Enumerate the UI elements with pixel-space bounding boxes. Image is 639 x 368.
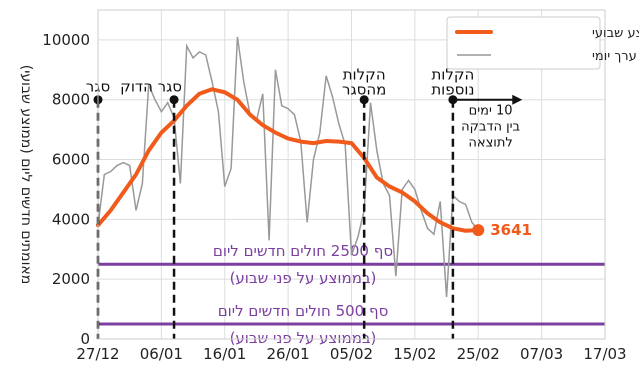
event-sublabel: נוספות (431, 81, 474, 99)
axes: 0 2000 4000 6000 8000 10000 27/12 06/01 16/01 26/… (18, 9, 627, 363)
event-marker (169, 95, 179, 105)
x-tick-label: 05/02 (330, 345, 373, 363)
y-tick-label: 8000 (52, 91, 90, 109)
interval-note-line: 10 ימים (469, 104, 513, 119)
x-tick-label: 16/01 (203, 345, 246, 363)
x-tick-label: 06/01 (140, 345, 183, 363)
legend-label-daily: ערך יומי (592, 49, 637, 64)
y-axis-label: מאומתים חדשים ליום (ממוצע שבועי) (18, 65, 34, 284)
event-label: הקלות (431, 66, 474, 84)
last-value-label: 3641 (490, 221, 532, 239)
y-tick-label: 0 (80, 330, 90, 348)
y-tick-label: 4000 (52, 210, 90, 228)
y-tick-label: 2000 (52, 270, 90, 288)
threshold-label: סף 2500 חולים חדשים ליום (213, 242, 393, 260)
x-tick-label: 17/03 (583, 345, 626, 363)
last-value-point (472, 224, 485, 237)
series-line-daily (97, 36, 479, 298)
legend: ממוצע שבועי ערך יומי (446, 16, 639, 70)
threshold-lines: סף 2500 חולים חדשים ליום (בממוצע על פני ש… (98, 242, 605, 347)
series-lines: 3641 (96, 36, 532, 298)
legend-label-weekly: ממוצע שבועי (592, 26, 639, 41)
y-tick-label: 10000 (42, 31, 90, 49)
series-line-weekly (96, 87, 481, 233)
interval-note-line: בין הדבקה (461, 120, 520, 135)
x-tick-label: 25/02 (457, 345, 500, 363)
event-sublabel: מהסגר (342, 81, 386, 99)
plot-frame (97, 9, 606, 340)
threshold-sublabel: (בממוצע על פני שבוע) (230, 269, 377, 287)
threshold-sublabel: (בממוצע על פני שבוע) (230, 329, 377, 347)
interval-arrow-head (512, 94, 523, 105)
grid (97, 10, 606, 340)
event-label: הקלות (343, 66, 386, 84)
event-label: סגר הדוק (120, 78, 182, 96)
threshold-label: סף 500 חולים חדשים ליום (218, 302, 389, 320)
interval-note-line: לתוצאה (468, 136, 512, 151)
x-tick-label: 27/12 (76, 345, 119, 363)
legend-box (446, 16, 601, 70)
x-tick-label: 26/01 (267, 345, 310, 363)
y-tick-label: 6000 (52, 151, 90, 169)
x-tick-label: 07/03 (520, 345, 563, 363)
x-tick-label: 15/02 (393, 345, 436, 363)
event-marker (359, 95, 369, 105)
